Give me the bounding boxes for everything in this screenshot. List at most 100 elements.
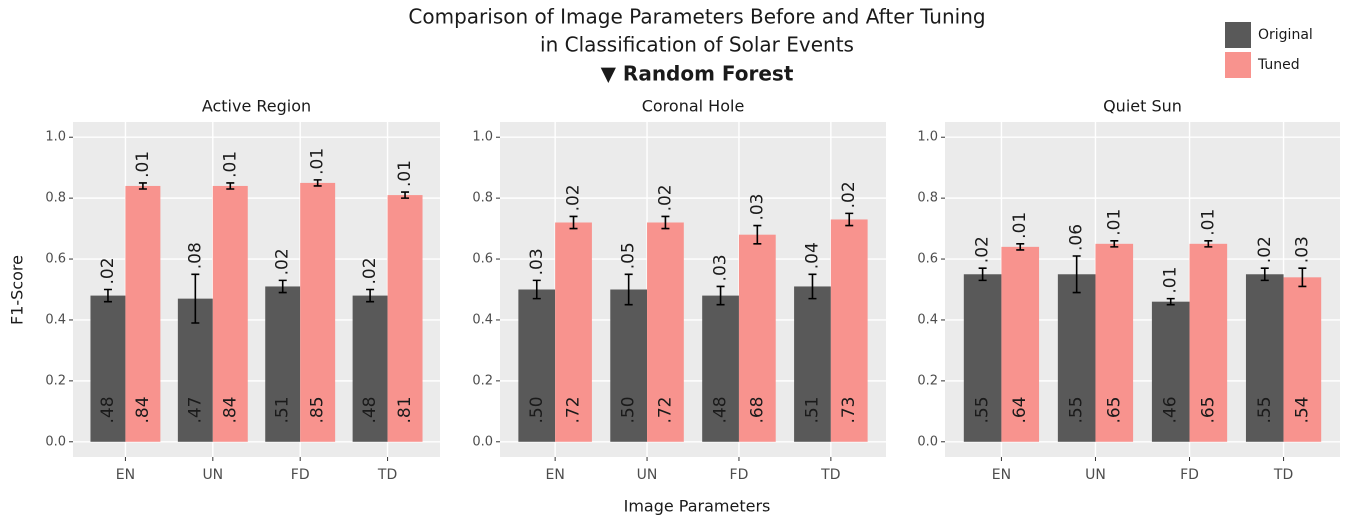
value-label: .55 [973, 396, 993, 423]
error-label: .01 [220, 151, 240, 178]
bar [1283, 277, 1322, 442]
bar [702, 295, 739, 442]
y-tick-label: 0.2 [45, 373, 66, 388]
bar [610, 289, 648, 442]
error-label: .03 [711, 254, 731, 281]
y-tick-label: 1.0 [472, 130, 493, 145]
error-bar [624, 273, 633, 306]
error-bar [191, 273, 200, 324]
bar [794, 286, 831, 442]
error-bar [278, 279, 287, 294]
value-label: .65 [1198, 396, 1218, 423]
bar [647, 222, 684, 442]
error-label: .01 [395, 160, 415, 187]
error-label: .04 [802, 242, 822, 269]
value-label: .72 [564, 396, 584, 423]
y-tick-label: 1.0 [45, 130, 66, 145]
panel-strip [73, 95, 440, 120]
y-tick-label: 1.0 [917, 130, 938, 145]
value-label: .50 [527, 396, 547, 423]
x-tick-label: UN [637, 467, 658, 483]
x-tick-label: EN [116, 467, 135, 483]
panel-title: Coronal Hole [642, 97, 745, 116]
value-label: .46 [1161, 396, 1181, 423]
bar [830, 219, 868, 442]
error-bar [532, 279, 541, 300]
value-label: .47 [185, 396, 205, 423]
error-label: .01 [1198, 209, 1218, 236]
x-tick-label: TD [377, 467, 397, 483]
bar [212, 185, 248, 442]
error-bar [808, 273, 817, 300]
panel-title: Active Region [202, 97, 311, 116]
value-label: .48 [360, 396, 380, 423]
error-bar [366, 288, 375, 303]
x-tick-label: EN [992, 467, 1011, 483]
error-bar [1016, 243, 1025, 251]
error-label: .02 [98, 257, 118, 284]
legend-swatch [1225, 22, 1251, 48]
error-bar [845, 212, 854, 227]
title: in Classification of Solar Events [540, 33, 854, 57]
error-bar [138, 182, 147, 190]
bar [963, 274, 1002, 442]
value-label: .54 [1292, 396, 1312, 423]
error-label: .03 [747, 193, 767, 220]
error-bar [1260, 267, 1269, 282]
title: Comparison of Image Parameters Before an… [408, 5, 985, 29]
value-label: .68 [747, 396, 767, 423]
bar [1151, 301, 1190, 442]
y-tick-label: 0.6 [45, 252, 66, 267]
panel-title: Quiet Sun [1103, 97, 1182, 116]
error-label: .02 [839, 181, 859, 208]
bar [1001, 246, 1040, 442]
value-label: .51 [273, 396, 293, 423]
bar [90, 295, 126, 442]
bar [555, 222, 592, 442]
y-tick-label: 0.8 [472, 191, 493, 206]
value-label: .55 [1255, 396, 1275, 423]
value-label: .51 [802, 396, 822, 423]
error-bar [103, 288, 112, 303]
error-label: .01 [308, 148, 328, 175]
y-tick-label: 0.0 [472, 434, 493, 449]
error-bar [313, 179, 322, 187]
value-label: .64 [1010, 396, 1030, 423]
value-label: .85 [308, 396, 328, 423]
error-bar [401, 191, 410, 199]
value-label: .55 [1067, 396, 1087, 423]
error-bar [753, 224, 762, 245]
y-tick-label: 0.0 [917, 434, 938, 449]
y-tick-label: 0.6 [472, 252, 493, 267]
error-label: .01 [1161, 267, 1181, 294]
legend-label: Tuned [1257, 57, 1300, 73]
y-tick-label: 0.4 [472, 312, 493, 327]
bar [265, 286, 301, 442]
y-tick-label: 0.4 [45, 312, 66, 327]
error-bar [1110, 239, 1119, 248]
error-label: .03 [527, 248, 547, 275]
y-tick-label: 0.0 [45, 434, 66, 449]
error-label: .01 [133, 151, 153, 178]
error-bar [1204, 239, 1213, 248]
error-label: .03 [1292, 236, 1312, 263]
y-tick-label: 0.2 [472, 373, 493, 388]
bar [1057, 274, 1096, 442]
x-tick-label: EN [545, 467, 564, 483]
value-label: .65 [1104, 396, 1124, 423]
error-label: .01 [1010, 212, 1030, 239]
x-tick-label: FD [730, 467, 749, 483]
error-label: .02 [360, 257, 380, 284]
value-label: .48 [711, 396, 731, 423]
y-tick-label: 0.8 [45, 191, 66, 206]
bar [1189, 243, 1228, 442]
error-bar [1166, 297, 1175, 306]
bar [1245, 274, 1284, 442]
x-axis-label: Image Parameters [624, 497, 771, 516]
value-label: .73 [839, 396, 859, 423]
value-label: .84 [133, 396, 153, 423]
x-tick-label: TD [1273, 467, 1293, 483]
y-axis-label: F1-Score [8, 255, 27, 325]
value-label: .81 [395, 396, 415, 423]
error-label: .02 [973, 236, 993, 263]
